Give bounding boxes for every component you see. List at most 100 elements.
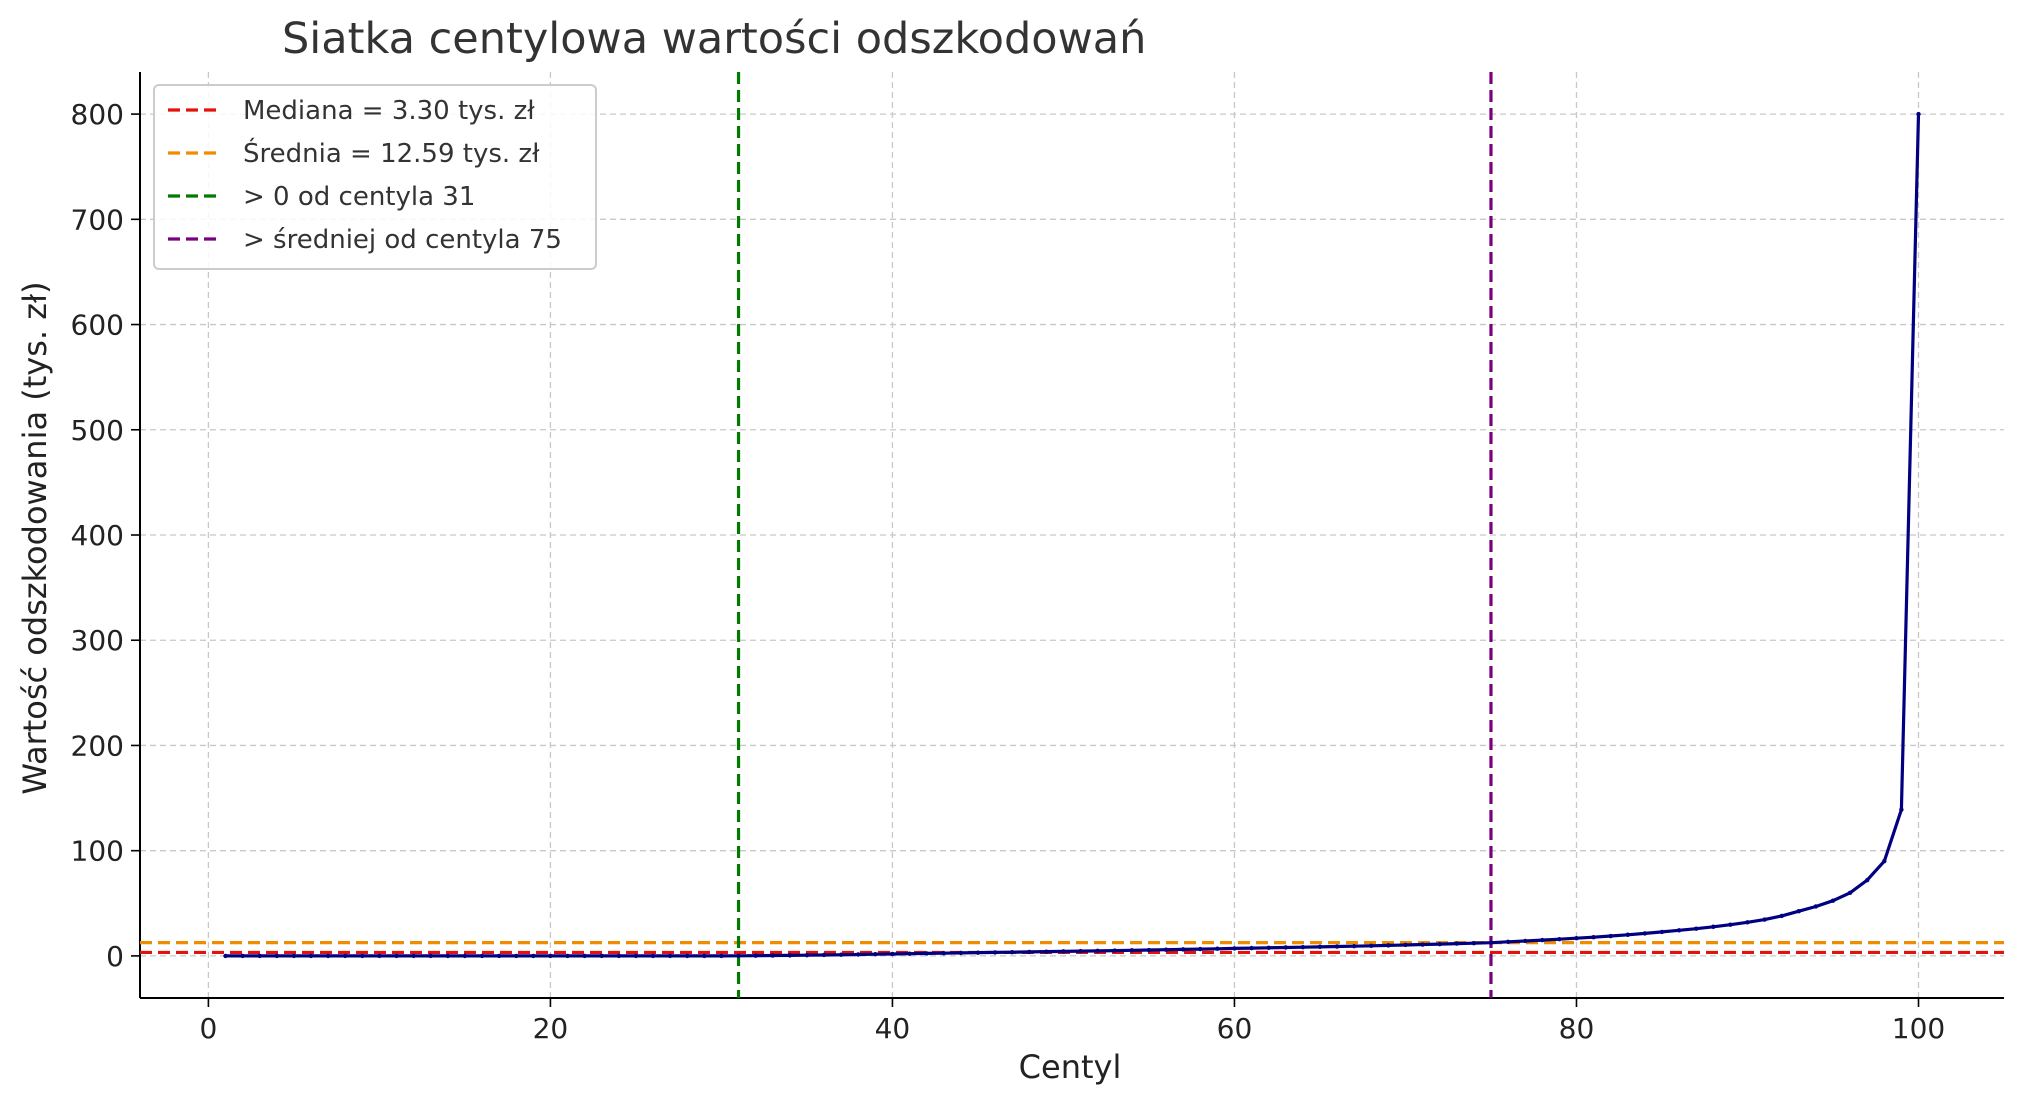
legend-box [153,84,597,270]
data-point [394,953,399,959]
legend: Mediana = 3.30 tys. zł Średnia = 12.59 ty… [153,84,597,270]
data-point [548,953,553,959]
x-tick-label: 80 [1559,1012,1595,1045]
data-point [1847,890,1853,895]
data-point [462,953,468,959]
data-point [1813,904,1819,909]
data-point [1198,946,1203,952]
data-point [890,951,895,957]
legend-label: Średnia = 12.59 tys. zł [243,137,540,169]
data-point [1163,947,1169,952]
data-point [616,953,622,959]
y-tick-label: 800 [71,98,124,131]
data-point [582,953,587,959]
data-point [1266,945,1271,951]
data-point [719,953,724,959]
y-tick-label: 300 [71,624,124,657]
data-point [291,953,297,959]
data-point [1693,926,1699,931]
y-tick-label: 500 [71,414,124,447]
data-point [240,953,245,959]
x-tick-label: 0 [199,1012,217,1045]
data-point [1249,945,1254,951]
data-point [702,953,707,959]
data-point [1232,946,1237,951]
data-point [325,953,331,959]
x-axis-label: Centyl [1019,1048,1122,1086]
y-tick-label: 200 [71,729,124,762]
data-point [941,950,946,956]
data-point [565,953,570,959]
data-point [514,953,519,959]
chart-title: Siatka centylowa wartości odszkodowań [282,14,1146,64]
data-point [856,952,861,957]
data-point [787,953,793,958]
data-point [992,950,998,955]
y-tick-label: 0 [106,940,124,973]
data-point [1574,936,1579,941]
data-point [1334,944,1340,949]
reference-lines [140,72,2004,998]
data-point [1882,859,1887,864]
series-line [225,114,1921,958]
x-tick-label: 20 [533,1012,569,1045]
data-point [1488,940,1494,945]
x-tick-label: 40 [875,1012,911,1045]
data-point [308,953,314,959]
data-point [1711,924,1716,929]
data-point [1283,945,1288,950]
data-point [838,952,844,957]
data-point [1864,877,1870,883]
data-point [1625,932,1630,937]
y-tick-label: 600 [71,309,124,342]
data-point [924,951,929,956]
data-point [1454,941,1459,946]
data-point [1044,949,1049,954]
data-point [1180,947,1186,952]
grid [140,72,2004,998]
data-point [343,953,348,959]
data-point [975,950,981,955]
data-point [1437,941,1442,947]
data-point [496,953,502,959]
y-tick-label: 700 [71,203,124,236]
data-point [1796,908,1801,914]
data-point [1779,913,1784,919]
data-point [428,953,433,959]
data-point [599,953,604,959]
data-point [360,953,365,959]
data-point [667,953,673,959]
data-point [1608,933,1613,939]
data-point [1540,937,1545,943]
data-point [1078,948,1083,954]
y-tick-label: 400 [71,519,124,552]
data-point [1745,920,1750,925]
data-point [1129,948,1135,953]
data-point [1676,928,1682,933]
data-point [907,951,912,956]
data-point [1642,931,1648,936]
data-point [1762,917,1767,922]
data-point [1522,938,1528,944]
data-point [650,953,656,959]
data-point [1095,948,1100,954]
data-point [1557,936,1562,942]
data-point [1591,934,1596,940]
data-point [1300,944,1306,950]
series [223,111,1921,959]
data-point [411,953,416,959]
data-point [1916,111,1921,117]
data-point [685,953,690,959]
data-point [1112,948,1117,953]
data-point [1728,922,1733,927]
data-point [1403,942,1408,948]
data-point [1215,946,1220,951]
data-point [1386,943,1391,948]
data-point [1505,939,1511,945]
data-point [821,952,827,958]
data-point [1351,944,1357,949]
data-point [1146,947,1152,953]
y-axis-label: Wartość odszkodowania (tys. zł) [16,281,54,794]
data-point [1061,949,1066,954]
data-point [958,950,964,956]
